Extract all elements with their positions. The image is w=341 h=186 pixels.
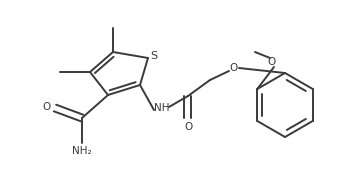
Text: NH: NH — [154, 103, 170, 113]
Text: O: O — [230, 63, 238, 73]
Text: O: O — [185, 122, 193, 132]
Text: O: O — [268, 57, 276, 67]
Text: O: O — [42, 102, 50, 112]
Text: NH₂: NH₂ — [72, 146, 92, 156]
Text: S: S — [150, 51, 158, 61]
